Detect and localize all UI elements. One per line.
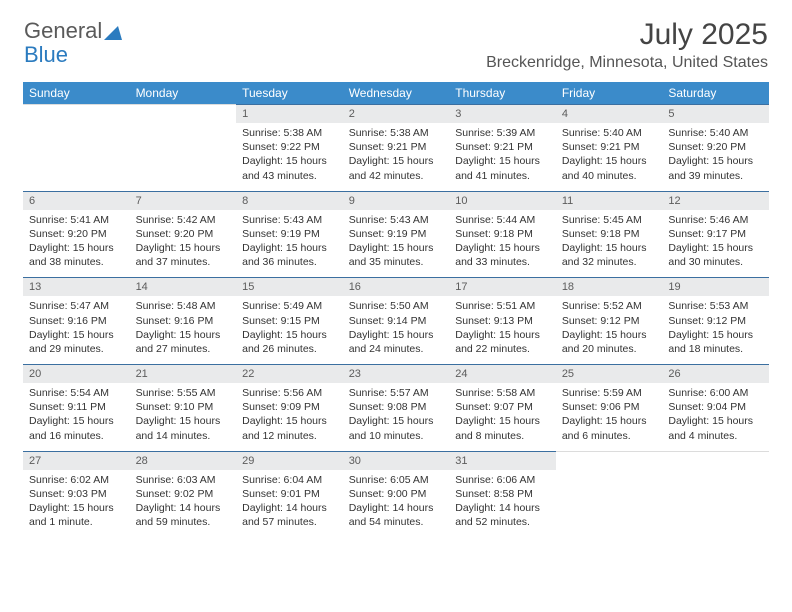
day-number: 28 bbox=[130, 451, 237, 470]
day-number: 6 bbox=[23, 191, 130, 210]
page-title: July 2025 bbox=[486, 18, 768, 52]
day-number-row: 13141516171819 bbox=[23, 278, 769, 297]
day-number: 3 bbox=[449, 105, 556, 124]
day-header: Thursday bbox=[449, 82, 556, 105]
day-cell bbox=[23, 123, 130, 191]
day-cell: Sunrise: 5:52 AMSunset: 9:12 PMDaylight:… bbox=[556, 296, 663, 364]
day-number bbox=[556, 451, 663, 470]
day-content-row: Sunrise: 5:41 AMSunset: 9:20 PMDaylight:… bbox=[23, 210, 769, 278]
day-number: 25 bbox=[556, 365, 663, 384]
day-number bbox=[23, 105, 130, 124]
day-number: 4 bbox=[556, 105, 663, 124]
day-number: 14 bbox=[130, 278, 237, 297]
header: General July 2025 Breckenridge, Minnesot… bbox=[0, 0, 792, 76]
day-cell: Sunrise: 5:42 AMSunset: 9:20 PMDaylight:… bbox=[130, 210, 237, 278]
logo-text-blue: Blue bbox=[24, 42, 68, 67]
day-number: 17 bbox=[449, 278, 556, 297]
day-cell: Sunrise: 5:57 AMSunset: 9:08 PMDaylight:… bbox=[343, 383, 450, 451]
day-cell: Sunrise: 6:03 AMSunset: 9:02 PMDaylight:… bbox=[130, 470, 237, 538]
day-number: 2 bbox=[343, 105, 450, 124]
day-cell: Sunrise: 5:40 AMSunset: 9:20 PMDaylight:… bbox=[662, 123, 769, 191]
title-block: July 2025 Breckenridge, Minnesota, Unite… bbox=[486, 18, 768, 72]
logo: General bbox=[24, 18, 122, 44]
day-cell: Sunrise: 5:56 AMSunset: 9:09 PMDaylight:… bbox=[236, 383, 343, 451]
day-number: 31 bbox=[449, 451, 556, 470]
day-number: 9 bbox=[343, 191, 450, 210]
day-cell: Sunrise: 5:51 AMSunset: 9:13 PMDaylight:… bbox=[449, 296, 556, 364]
day-number-row: 20212223242526 bbox=[23, 365, 769, 384]
day-number: 12 bbox=[662, 191, 769, 210]
day-number-row: 2728293031 bbox=[23, 451, 769, 470]
day-number: 22 bbox=[236, 365, 343, 384]
day-header-row: SundayMondayTuesdayWednesdayThursdayFrid… bbox=[23, 82, 769, 105]
day-cell: Sunrise: 5:54 AMSunset: 9:11 PMDaylight:… bbox=[23, 383, 130, 451]
day-cell bbox=[130, 123, 237, 191]
day-content-row: Sunrise: 5:47 AMSunset: 9:16 PMDaylight:… bbox=[23, 296, 769, 364]
logo-text-general: General bbox=[24, 18, 102, 44]
day-cell: Sunrise: 5:50 AMSunset: 9:14 PMDaylight:… bbox=[343, 296, 450, 364]
day-content-row: Sunrise: 5:54 AMSunset: 9:11 PMDaylight:… bbox=[23, 383, 769, 451]
day-cell: Sunrise: 5:43 AMSunset: 9:19 PMDaylight:… bbox=[236, 210, 343, 278]
day-number: 30 bbox=[343, 451, 450, 470]
day-cell: Sunrise: 6:04 AMSunset: 9:01 PMDaylight:… bbox=[236, 470, 343, 538]
day-cell: Sunrise: 5:40 AMSunset: 9:21 PMDaylight:… bbox=[556, 123, 663, 191]
day-cell: Sunrise: 5:48 AMSunset: 9:16 PMDaylight:… bbox=[130, 296, 237, 364]
day-number: 10 bbox=[449, 191, 556, 210]
day-cell: Sunrise: 5:59 AMSunset: 9:06 PMDaylight:… bbox=[556, 383, 663, 451]
day-number-row: 6789101112 bbox=[23, 191, 769, 210]
day-cell: Sunrise: 5:58 AMSunset: 9:07 PMDaylight:… bbox=[449, 383, 556, 451]
day-number: 16 bbox=[343, 278, 450, 297]
day-number: 23 bbox=[343, 365, 450, 384]
day-cell: Sunrise: 5:38 AMSunset: 9:21 PMDaylight:… bbox=[343, 123, 450, 191]
day-number: 27 bbox=[23, 451, 130, 470]
day-number-row: 12345 bbox=[23, 105, 769, 124]
day-number: 21 bbox=[130, 365, 237, 384]
day-number: 20 bbox=[23, 365, 130, 384]
calendar-table: SundayMondayTuesdayWednesdayThursdayFrid… bbox=[23, 82, 769, 537]
day-number: 13 bbox=[23, 278, 130, 297]
day-number: 19 bbox=[662, 278, 769, 297]
day-number: 8 bbox=[236, 191, 343, 210]
day-header: Sunday bbox=[23, 82, 130, 105]
day-cell: Sunrise: 5:41 AMSunset: 9:20 PMDaylight:… bbox=[23, 210, 130, 278]
day-cell: Sunrise: 5:55 AMSunset: 9:10 PMDaylight:… bbox=[130, 383, 237, 451]
day-number: 5 bbox=[662, 105, 769, 124]
day-header: Wednesday bbox=[343, 82, 450, 105]
day-content-row: Sunrise: 6:02 AMSunset: 9:03 PMDaylight:… bbox=[23, 470, 769, 538]
day-header: Monday bbox=[130, 82, 237, 105]
day-cell: Sunrise: 5:46 AMSunset: 9:17 PMDaylight:… bbox=[662, 210, 769, 278]
day-cell: Sunrise: 5:39 AMSunset: 9:21 PMDaylight:… bbox=[449, 123, 556, 191]
day-cell: Sunrise: 5:43 AMSunset: 9:19 PMDaylight:… bbox=[343, 210, 450, 278]
day-cell: Sunrise: 5:47 AMSunset: 9:16 PMDaylight:… bbox=[23, 296, 130, 364]
day-cell: Sunrise: 5:45 AMSunset: 9:18 PMDaylight:… bbox=[556, 210, 663, 278]
day-number: 11 bbox=[556, 191, 663, 210]
day-cell: Sunrise: 5:53 AMSunset: 9:12 PMDaylight:… bbox=[662, 296, 769, 364]
day-cell: Sunrise: 6:06 AMSunset: 8:58 PMDaylight:… bbox=[449, 470, 556, 538]
day-cell: Sunrise: 6:00 AMSunset: 9:04 PMDaylight:… bbox=[662, 383, 769, 451]
day-number: 26 bbox=[662, 365, 769, 384]
day-cell: Sunrise: 5:38 AMSunset: 9:22 PMDaylight:… bbox=[236, 123, 343, 191]
day-cell bbox=[556, 470, 663, 538]
day-header: Friday bbox=[556, 82, 663, 105]
day-number: 29 bbox=[236, 451, 343, 470]
day-number: 18 bbox=[556, 278, 663, 297]
day-cell: Sunrise: 6:05 AMSunset: 9:00 PMDaylight:… bbox=[343, 470, 450, 538]
location-label: Breckenridge, Minnesota, United States bbox=[486, 54, 768, 72]
day-header: Tuesday bbox=[236, 82, 343, 105]
day-cell: Sunrise: 6:02 AMSunset: 9:03 PMDaylight:… bbox=[23, 470, 130, 538]
day-content-row: Sunrise: 5:38 AMSunset: 9:22 PMDaylight:… bbox=[23, 123, 769, 191]
day-cell: Sunrise: 5:44 AMSunset: 9:18 PMDaylight:… bbox=[449, 210, 556, 278]
day-number: 15 bbox=[236, 278, 343, 297]
day-header: Saturday bbox=[662, 82, 769, 105]
triangle-icon bbox=[104, 26, 122, 40]
day-cell: Sunrise: 5:49 AMSunset: 9:15 PMDaylight:… bbox=[236, 296, 343, 364]
day-number: 24 bbox=[449, 365, 556, 384]
day-number: 1 bbox=[236, 105, 343, 124]
day-cell bbox=[662, 470, 769, 538]
day-number: 7 bbox=[130, 191, 237, 210]
day-number bbox=[130, 105, 237, 124]
day-number bbox=[662, 451, 769, 470]
